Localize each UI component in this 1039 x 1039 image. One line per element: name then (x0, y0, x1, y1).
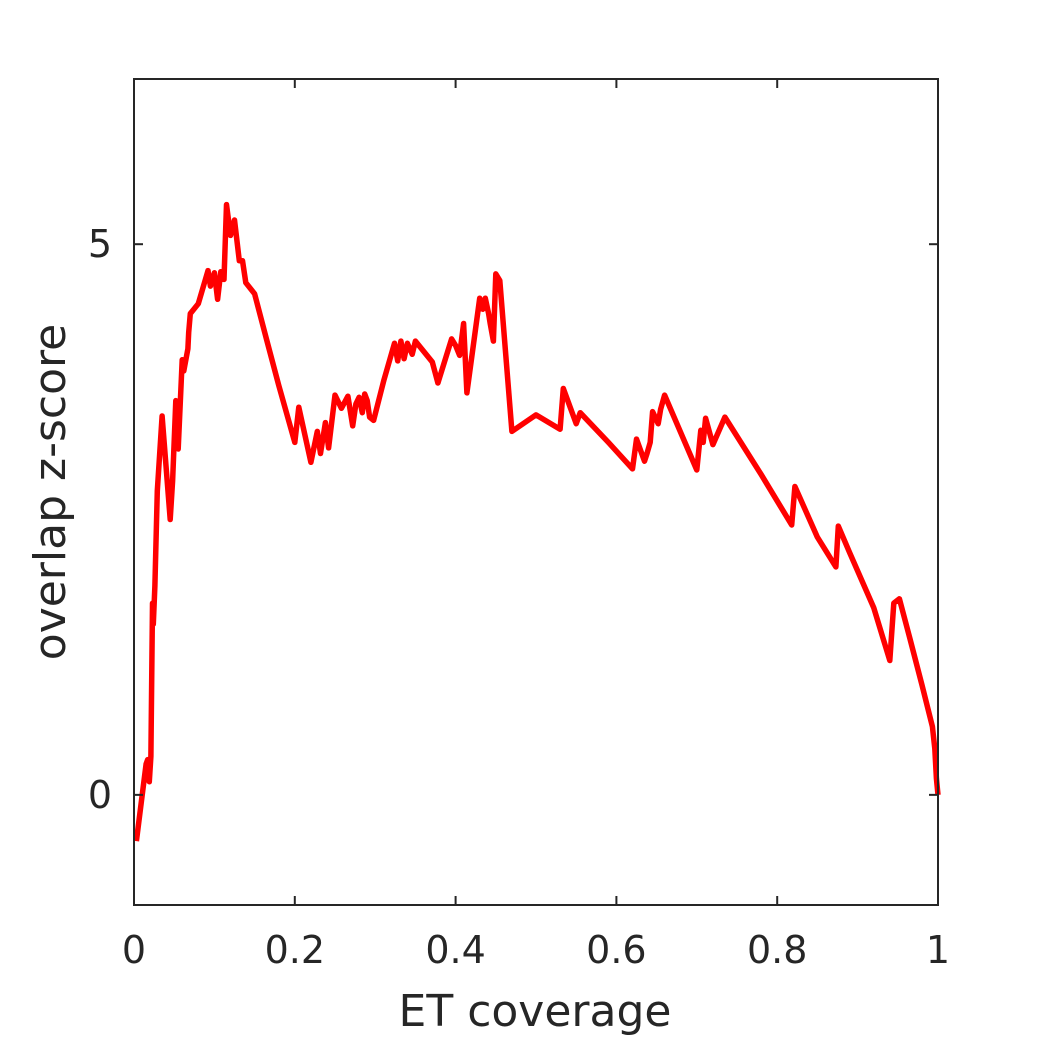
x-tick-label: 0.2 (265, 928, 325, 972)
x-tick-label: 0 (122, 928, 146, 972)
y-tick-label: 0 (88, 773, 112, 817)
plot-background (134, 79, 938, 905)
y-axis-label: overlap z-score (25, 324, 76, 660)
series-layer (133, 201, 941, 842)
x-tick-label: 1 (926, 928, 950, 972)
x-axis-label: ET coverage (399, 986, 672, 1037)
series-line (133, 201, 941, 842)
axes-box (133, 78, 939, 906)
x-tick-label: 0.6 (586, 928, 646, 972)
ticks-layer: 0 0.2 0.4 0.6 0.8 1 0 5 (88, 79, 950, 972)
x-tick-label: 0.4 (425, 928, 485, 972)
y-tick-label: 5 (88, 222, 112, 266)
x-tick-label: 0.8 (747, 928, 807, 972)
